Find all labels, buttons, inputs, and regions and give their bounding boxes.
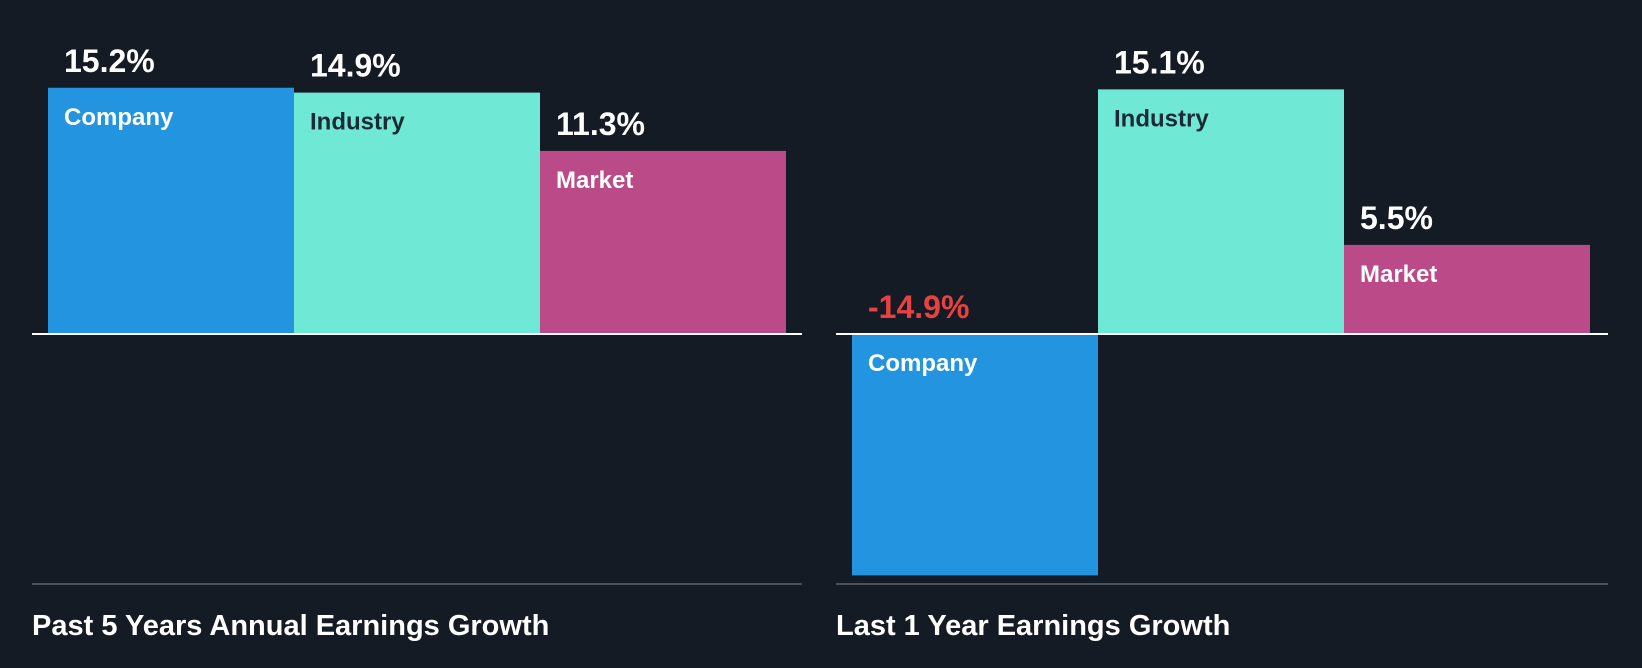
- value-label-industry: 14.9%: [310, 48, 401, 84]
- bar-label-market: Market: [1360, 261, 1437, 288]
- chart-title-past-5-years: Past 5 Years Annual Earnings Growth: [32, 610, 549, 642]
- bar-label-industry: Industry: [1114, 105, 1209, 132]
- value-label-company: 15.2%: [64, 43, 155, 79]
- value-label-market: 11.3%: [556, 106, 645, 142]
- bar-company: [48, 87, 294, 334]
- bar-label-company: Company: [64, 104, 174, 131]
- value-label-market: 5.5%: [1360, 200, 1433, 236]
- bar-market: [1344, 244, 1590, 334]
- chart-title-last-1-year: Last 1 Year Earnings Growth: [836, 610, 1230, 642]
- bar-label-company: Company: [868, 350, 978, 377]
- past-5-years-panel: 15.2% Company 14.9% Industry 11.3% Market Pas…: [32, 43, 802, 642]
- bar-market: [540, 150, 786, 334]
- bar-label-industry: Industry: [310, 109, 405, 136]
- bar-label-market: Market: [556, 167, 633, 194]
- bar-industry: [1098, 89, 1344, 334]
- value-label-company: -14.9%: [868, 289, 969, 325]
- value-label-industry: 15.1%: [1114, 44, 1205, 80]
- bar-company: [852, 334, 1098, 576]
- bar-industry: [294, 92, 540, 335]
- last-1-year-panel: -14.9% Company 15.1% Industry 5.5% Market Las…: [836, 44, 1608, 642]
